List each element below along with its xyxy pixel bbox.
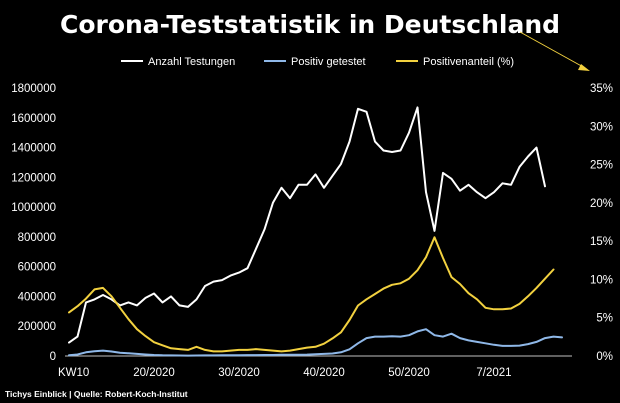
legend: Anzahl Testungen Positiv getestet Positive… [121,56,514,68]
left-tick-label: 400000 [18,291,56,303]
chart-title: Corona-Teststatistik in Deutschland [60,10,560,39]
right-tick-label: 35% [590,83,613,95]
source-note: Tichys Einblick | Quelle: Robert-Koch-In… [5,389,188,399]
left-tick-label: 0 [50,351,56,363]
right-tick-label: 10% [590,274,613,286]
right-tick-label: 15% [590,236,613,248]
series-line-2 [68,328,563,357]
right-axis: 0% 5% 10% 15% 20% 25% 30% 35% [590,83,613,363]
right-tick-label: 5% [596,313,613,325]
title-arrow-head [578,64,590,71]
x-tick-label: 40/2020 [303,367,345,379]
left-tick-label: 600000 [18,262,56,274]
left-tick-label: 200000 [18,321,56,333]
legend-label: Positivenanteil (%) [423,56,514,68]
x-tick-label: 7/2021 [476,367,511,379]
left-tick-label: 1800000 [11,83,56,95]
x-tick-label: 20/2020 [133,367,175,379]
left-tick-label: 800000 [18,232,56,244]
right-tick-label: 0% [596,351,613,363]
x-axis: KW10 20/2020 30/2020 40/2020 50/2020 7/2021 [58,367,512,379]
right-tick-label: 20% [590,198,613,210]
left-tick-label: 1200000 [11,172,56,184]
title-arrow [519,31,586,69]
x-tick-label: KW10 [58,367,89,379]
x-tick-label: 30/2020 [218,367,260,379]
legend-label: Anzahl Testungen [148,56,235,68]
series-line-3 [68,236,555,353]
left-tick-label: 1400000 [11,143,56,155]
left-tick-label: 1000000 [11,202,56,214]
left-tick-label: 1600000 [11,113,56,125]
x-tick-label: 50/2020 [388,367,430,379]
legend-label: Positiv getestet [291,56,366,68]
right-tick-label: 30% [590,121,613,133]
left-axis: 0 200000 400000 600000 800000 1000000 1200000 1… [11,83,572,363]
series-line-1 [68,106,546,344]
series-layer [68,106,563,357]
right-tick-label: 25% [590,160,613,172]
